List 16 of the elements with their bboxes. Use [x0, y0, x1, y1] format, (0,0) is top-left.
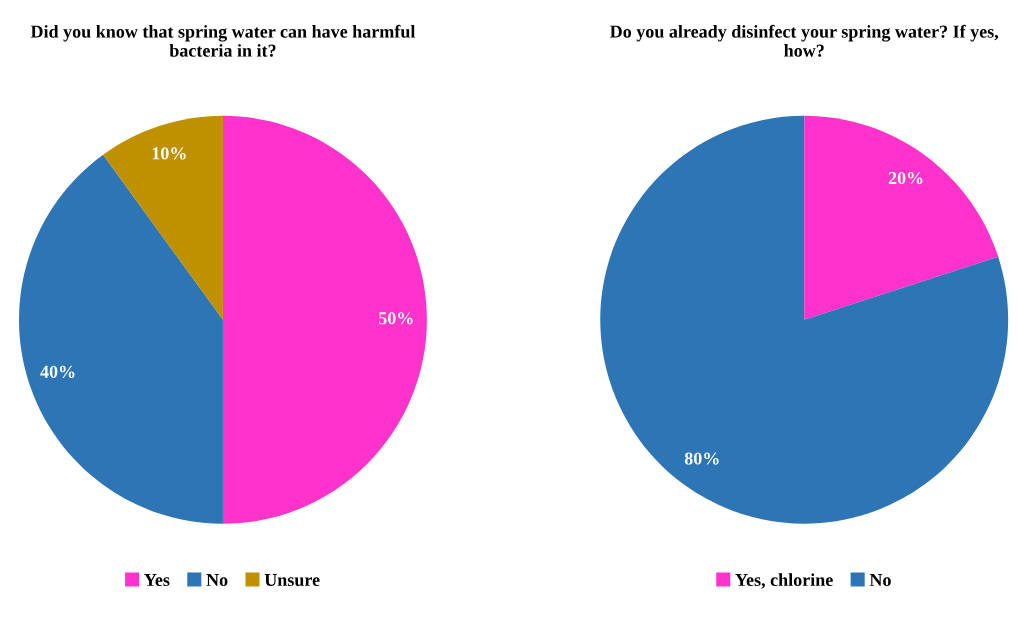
legend-label: Yes, chlorine — [735, 573, 833, 589]
pie-slice — [103, 115, 223, 320]
data-label: 80% — [684, 452, 719, 465]
legend-label: No — [206, 574, 228, 587]
data-label: 40% — [40, 365, 75, 378]
legend-label: No — [869, 574, 891, 587]
chart-title: Do you already disinfect your spring water? If yes, how? — [610, 24, 999, 57]
chart-title: Did you know that spring water can have harmful bacteria in it? — [30, 24, 416, 57]
pie-slice — [600, 115, 1009, 524]
legend-label: Yes — [144, 574, 170, 587]
data-label: 20% — [888, 171, 923, 185]
legend-label: Unsure — [264, 574, 320, 587]
data-label: 50% — [378, 312, 413, 325]
pie-slice — [804, 115, 999, 320]
data-label: 10% — [152, 147, 186, 160]
pie-slice — [222, 115, 427, 524]
